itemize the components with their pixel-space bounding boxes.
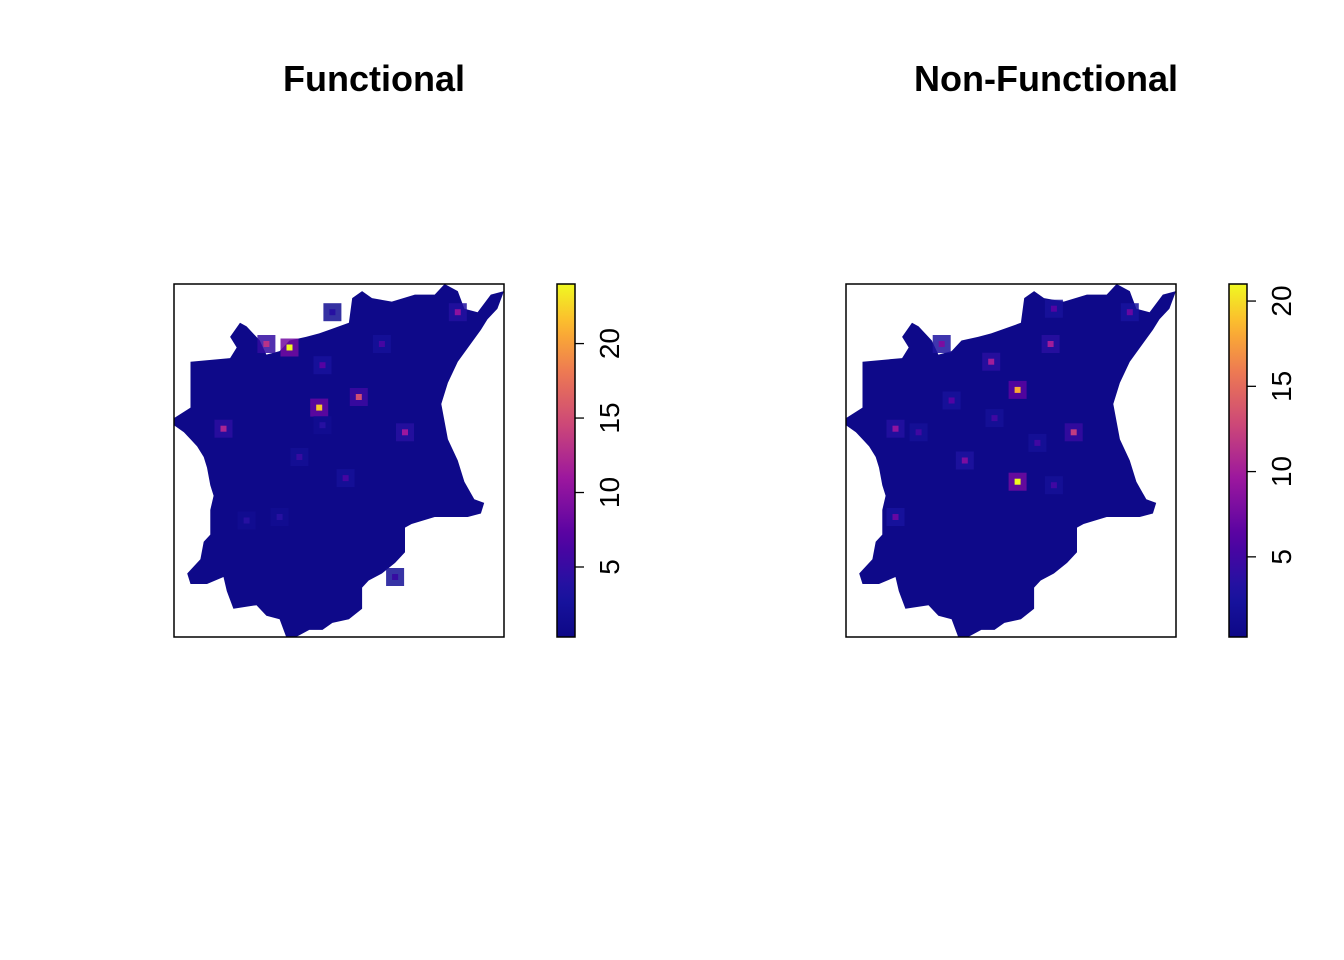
heatmap-panel-non-functional: 5 10 15 20 bbox=[846, 284, 1297, 637]
colorbar-non-functional bbox=[1229, 284, 1247, 637]
hotspot-cell-12 bbox=[992, 415, 998, 421]
hotspot-cell-6 bbox=[455, 309, 461, 315]
hotspot-cell-13 bbox=[916, 429, 922, 435]
hotspot-cell-14 bbox=[244, 518, 250, 524]
hotspot-cell-7 bbox=[320, 362, 326, 368]
colorbar-tick-label-5: 5 bbox=[1266, 549, 1297, 565]
colorbar-tick-label-20: 20 bbox=[1266, 285, 1297, 316]
hotspot-cell-1 bbox=[316, 405, 322, 411]
hotspot-cell-13 bbox=[277, 514, 283, 520]
hotspot-cell-4 bbox=[1048, 341, 1054, 347]
hotspot-cell-0 bbox=[287, 345, 293, 351]
hotspot-cell-3 bbox=[263, 341, 269, 347]
heatmap-panel-functional: 5 10 15 20 bbox=[174, 284, 625, 637]
hotspot-cell-9 bbox=[379, 341, 385, 347]
hotspot-cell-8 bbox=[893, 514, 899, 520]
hotspot-cell-1 bbox=[1015, 387, 1021, 393]
hotspot-cell-7 bbox=[962, 458, 968, 464]
hotspot-cell-3 bbox=[988, 359, 994, 365]
hotspot-cell-15 bbox=[1034, 440, 1040, 446]
colorbar-tick-label-5: 5 bbox=[594, 559, 625, 575]
colorbar-tick-label-10: 10 bbox=[1266, 456, 1297, 487]
colorbar-tick-label-20: 20 bbox=[594, 328, 625, 359]
hotspot-cell-12 bbox=[320, 422, 326, 428]
hotspot-cell-10 bbox=[296, 454, 302, 460]
region-raster-functional bbox=[174, 284, 504, 637]
hotspot-cell-15 bbox=[329, 309, 335, 315]
hotspot-cell-5 bbox=[893, 426, 899, 432]
hotspot-cell-2 bbox=[1071, 429, 1077, 435]
hotspot-cell-6 bbox=[939, 341, 945, 347]
colorbar-tick-label-10: 10 bbox=[594, 477, 625, 508]
hotspot-cell-14 bbox=[1051, 482, 1057, 488]
hotspot-cell-8 bbox=[343, 475, 349, 481]
hotspot-cell-5 bbox=[402, 429, 408, 435]
hotspot-cell-10 bbox=[949, 398, 955, 404]
region-raster-non-functional bbox=[846, 284, 1176, 637]
colorbar-functional bbox=[557, 284, 575, 637]
colorbar-tick-label-15: 15 bbox=[594, 402, 625, 433]
hotspot-cell-9 bbox=[1127, 309, 1133, 315]
hotspot-cell-2 bbox=[356, 394, 362, 400]
colorbar-tick-label-15: 15 bbox=[1266, 371, 1297, 402]
hotspot-cell-0 bbox=[1015, 479, 1021, 485]
hotspot-cell-11 bbox=[1051, 306, 1057, 312]
hotspot-cell-4 bbox=[221, 426, 227, 432]
hotspot-cell-11 bbox=[392, 574, 398, 580]
